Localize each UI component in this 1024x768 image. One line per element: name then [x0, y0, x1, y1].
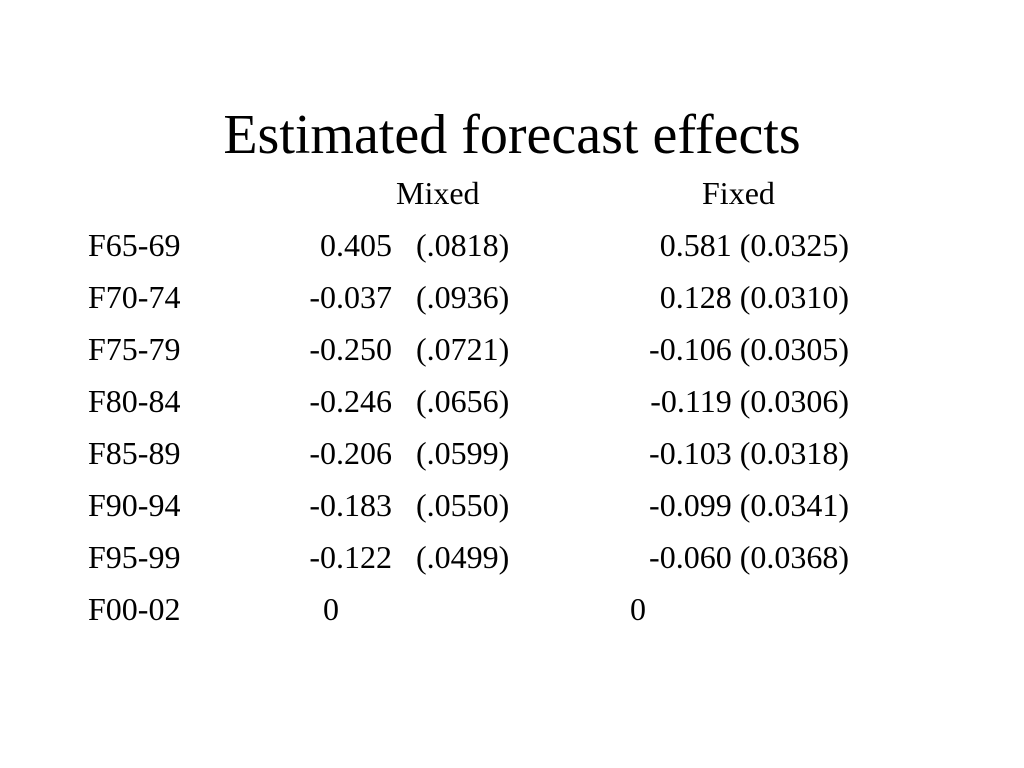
table-row: F75-79 -0.250 (.0721) -0.106 (0.0305)	[0, 330, 1024, 382]
fixed-estimate: -0.119 (0.0306)	[650, 383, 849, 419]
fixed-estimate: -0.099 (0.0341)	[649, 487, 849, 523]
mixed-standard-error: (.0656)	[416, 383, 510, 419]
mixed-estimate: -0.037	[309, 279, 392, 315]
row-label: F95-99	[88, 539, 181, 575]
mixed-estimate: -0.206	[309, 435, 392, 471]
row-label: F00-02	[88, 591, 181, 627]
fixed-estimate: 0	[630, 591, 646, 627]
row-label: F70-74	[88, 279, 181, 315]
fixed-estimate: -0.060 (0.0368)	[649, 539, 849, 575]
estimates-table: F65-69 0.405 (.0818) 0.581 (0.0325) F70-…	[0, 226, 1024, 642]
mixed-standard-error: (.0721)	[416, 331, 510, 367]
mixed-estimate: 0	[323, 591, 339, 627]
mixed-standard-error: (.0599)	[416, 435, 510, 471]
table-row: F00-02 0 0	[0, 590, 1024, 642]
table-row: F90-94 -0.183 (.0550) -0.099 (0.0341)	[0, 486, 1024, 538]
table-row: F85-89 -0.206 (.0599) -0.103 (0.0318)	[0, 434, 1024, 486]
fixed-estimate: -0.106 (0.0305)	[649, 331, 849, 367]
mixed-estimate: -0.246	[309, 383, 392, 419]
fixed-estimate: 0.128 (0.0310)	[659, 279, 849, 315]
column-header-fixed: Fixed	[702, 175, 775, 211]
row-label: F80-84	[88, 383, 181, 419]
mixed-standard-error: (.0936)	[416, 279, 510, 315]
table-row: F70-74 -0.037 (.0936) 0.128 (0.0310)	[0, 278, 1024, 330]
table-row: F65-69 0.405 (.0818) 0.581 (0.0325)	[0, 226, 1024, 278]
mixed-standard-error: (.0550)	[416, 487, 510, 523]
row-label: F90-94	[88, 487, 181, 523]
column-header-mixed: Mixed	[396, 175, 480, 211]
slide-title: Estimated forecast effects	[223, 104, 801, 166]
fixed-estimate: 0.581 (0.0325)	[659, 227, 849, 263]
mixed-estimate: 0.405	[320, 227, 392, 263]
mixed-estimate: -0.122	[309, 539, 392, 575]
mixed-estimate: -0.250	[309, 331, 392, 367]
row-label: F75-79	[88, 331, 181, 367]
row-label: F65-69	[88, 227, 181, 263]
mixed-estimate: -0.183	[309, 487, 392, 523]
fixed-estimate: -0.103 (0.0318)	[649, 435, 849, 471]
table-row: F95-99 -0.122 (.0499) -0.060 (0.0368)	[0, 538, 1024, 590]
row-label: F85-89	[88, 435, 181, 471]
table-row: F80-84 -0.246 (.0656) -0.119 (0.0306)	[0, 382, 1024, 434]
mixed-standard-error: (.0499)	[416, 539, 510, 575]
mixed-standard-error: (.0818)	[416, 227, 510, 263]
